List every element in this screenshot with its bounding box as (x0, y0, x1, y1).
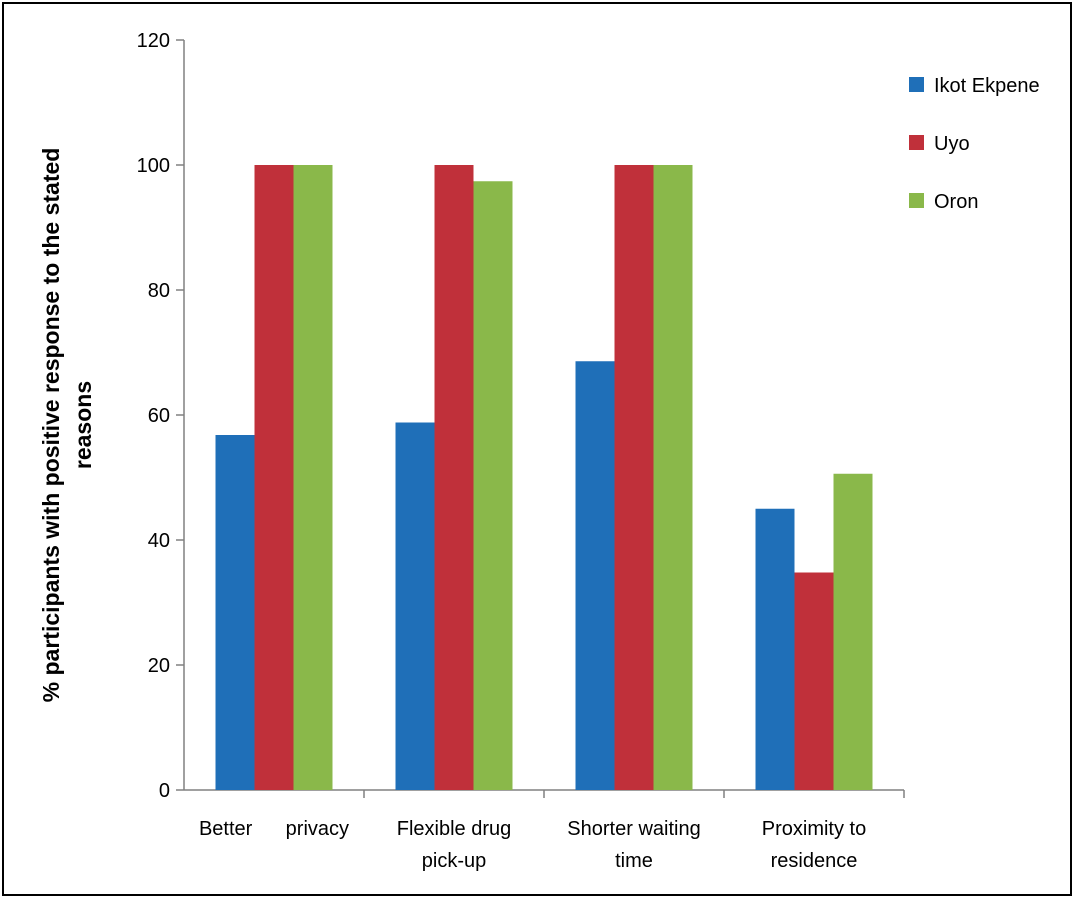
bar-ikot-ekpene-2 (575, 361, 615, 790)
y-tick-label: 100 (137, 155, 170, 177)
bar-uyo-1 (434, 165, 474, 790)
x-category-label: Proximity to (762, 818, 866, 840)
y-tick-label: 40 (148, 530, 170, 552)
x-axis-categories: Better privacy Flexible drug pick-up Shorte… (199, 818, 866, 872)
y-tick-label: 20 (148, 655, 170, 677)
legend-label: Uyo (934, 133, 970, 155)
legend-swatch (909, 135, 924, 150)
y-axis-label-line: % participants with positive response to… (38, 148, 64, 703)
x-category-label: Flexible drug (397, 818, 512, 840)
bar-chart: % participants with positive response to… (38, 30, 1040, 872)
y-axis-label: % participants with positive response to… (38, 148, 96, 703)
y-axis-ticks: 0 20 40 60 80 100 120 (137, 30, 184, 802)
x-category-label: Better privacy (199, 818, 349, 840)
y-tick-label: 80 (148, 280, 170, 302)
y-tick-label: 120 (137, 30, 170, 52)
bar-uyo-2 (614, 165, 654, 790)
x-category-label: time (615, 850, 653, 872)
x-category-label: Shorter waiting (567, 818, 700, 840)
legend-swatch (909, 193, 924, 208)
y-tick-label: 0 (159, 780, 170, 802)
x-category-label: pick-up (422, 850, 486, 872)
y-tick-label: 60 (148, 405, 170, 427)
bar-oron-1 (473, 181, 513, 790)
legend: Ikot Ekpene Uyo Oron (909, 75, 1040, 213)
legend-label: Oron (934, 191, 978, 213)
bar-ikot-ekpene-0 (215, 435, 255, 790)
bar-uyo-3 (794, 572, 834, 790)
bars (215, 165, 873, 790)
legend-label: Ikot Ekpene (934, 75, 1040, 97)
legend-swatch (909, 77, 924, 92)
bar-oron-2 (653, 165, 693, 790)
bar-oron-0 (293, 165, 333, 790)
x-category-label: residence (771, 850, 858, 872)
bar-ikot-ekpene-1 (395, 422, 435, 790)
bar-uyo-0 (254, 165, 294, 790)
bar-oron-3 (833, 473, 873, 790)
y-axis-label-line: reasons (70, 381, 96, 469)
bar-ikot-ekpene-3 (755, 508, 795, 790)
